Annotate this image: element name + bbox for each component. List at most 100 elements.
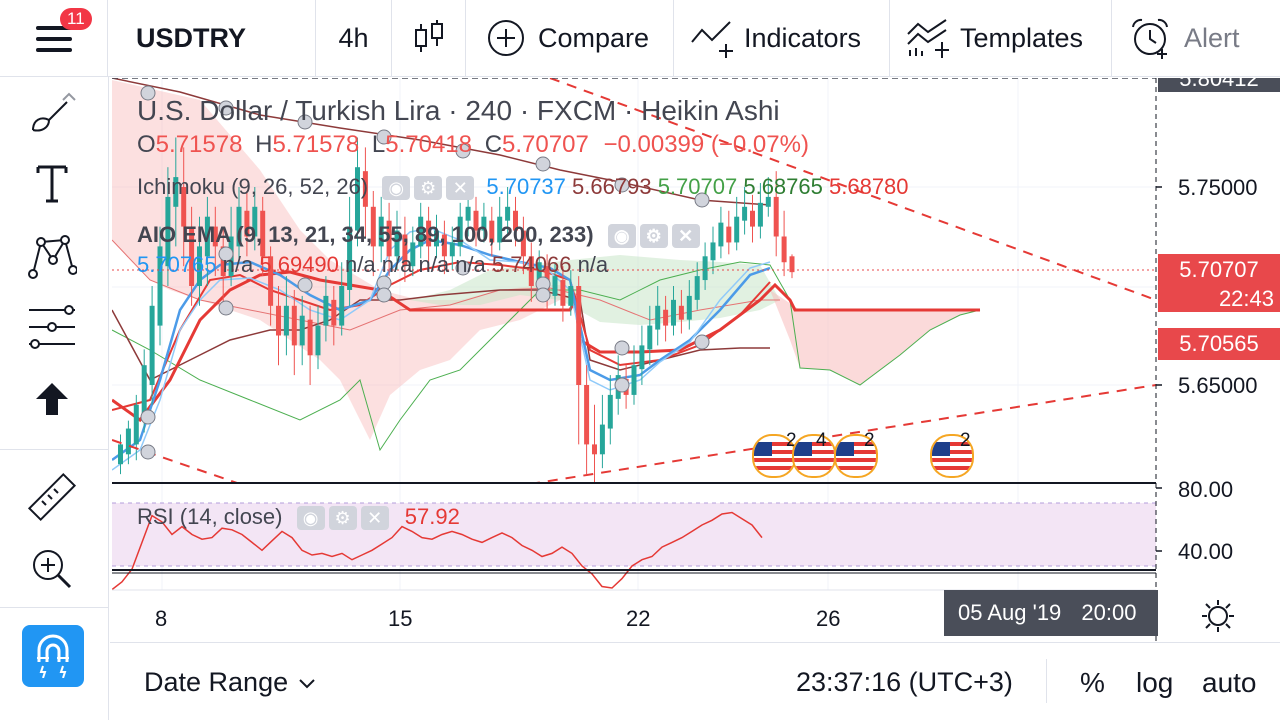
text-tool-button[interactable]: [20, 151, 84, 215]
symbol-search-button[interactable]: USDTRY: [108, 0, 316, 76]
date-range-label: Date Range: [144, 667, 289, 697]
percent-scale-toggle[interactable]: %: [1080, 667, 1105, 698]
candle: [347, 226, 353, 290]
candle: [647, 325, 653, 350]
menu-button[interactable]: 11: [0, 0, 108, 76]
interval-label: 4h: [338, 22, 369, 53]
auto-scale-toggle[interactable]: auto: [1202, 667, 1257, 698]
us-flag-icon[interactable]: [930, 434, 974, 478]
gear-icon[interactable]: ⚙: [414, 176, 443, 201]
pattern-tool-button[interactable]: [20, 223, 84, 287]
ohlc-legend: O5.71578 H5.71578 L5.70418 C5.70707 −0.0…: [137, 131, 809, 159]
bar-countdown: 22:43: [1218, 286, 1274, 311]
ema-red-slow: [112, 270, 980, 423]
low-label: L: [371, 131, 386, 158]
close-icon[interactable]: ✕: [360, 506, 389, 531]
scroll-up-button[interactable]: [20, 367, 84, 431]
alert-label: Alert: [1184, 22, 1240, 53]
ema-price-label: 5.70565: [1158, 328, 1280, 360]
candle: [339, 286, 345, 326]
title-interval: 240: [465, 95, 513, 126]
gear-icon[interactable]: ⚙: [639, 224, 668, 249]
candle: [410, 242, 416, 267]
us-flag-icon[interactable]: [792, 434, 836, 478]
candle: [718, 222, 724, 247]
close-icon[interactable]: ✕: [671, 224, 700, 249]
fib-tool-button[interactable]: [20, 295, 84, 359]
candle: [576, 286, 582, 385]
candle: [141, 365, 147, 421]
symbol-label: USDTRY: [136, 22, 247, 53]
candle: [702, 256, 708, 281]
zoom-in-button[interactable]: [20, 537, 84, 601]
rsi-tick: 80.00: [1178, 477, 1234, 502]
candle: [386, 220, 392, 257]
candle: [220, 246, 226, 277]
templates-label: Templates: [960, 22, 1084, 53]
us-flag-icon[interactable]: [752, 434, 796, 478]
crosshair-time-label: 05 Aug '19 20:00: [944, 590, 1158, 636]
rsi-value: 57.92: [404, 504, 460, 529]
candle: [734, 216, 740, 243]
ema-value: n/a: [577, 252, 609, 277]
compare-button[interactable]: Compare: [466, 0, 674, 76]
ichimoku-label: Ichimoku (9, 26, 52, 26): [137, 174, 369, 199]
chart-title[interactable]: U.S. Dollar / Turkish Lira · 240 · FXCM …: [137, 95, 780, 127]
candle: [268, 256, 274, 306]
ema-value: n/a: [455, 252, 486, 277]
eye-icon[interactable]: ◉: [296, 506, 325, 531]
log-scale-toggle[interactable]: log: [1136, 667, 1174, 698]
time-tick: 22: [626, 606, 651, 631]
candle: [663, 309, 669, 326]
ema-red-fast: [112, 260, 771, 411]
candle: [212, 226, 218, 247]
crosshair-date: 05 Aug '19: [958, 600, 1062, 625]
price-tick: 5.75000: [1178, 175, 1258, 200]
indicators-button[interactable]: Indicators: [674, 0, 890, 76]
candle: [607, 394, 613, 429]
high-label: H: [255, 131, 273, 158]
close-icon[interactable]: ✕: [446, 176, 475, 201]
candle: [157, 246, 163, 326]
candle: [726, 226, 732, 243]
interval-button[interactable]: 4h: [316, 0, 392, 76]
toolbar-divider: [0, 607, 108, 608]
candle: [355, 167, 360, 231]
eye-icon[interactable]: ◉: [607, 224, 636, 249]
candle: [370, 206, 376, 247]
rsi-legend[interactable]: RSI (14, close) ◉ ⚙ ✕ 57.92: [137, 504, 460, 531]
candle: [378, 216, 384, 247]
magnet-mode-button[interactable]: [22, 625, 84, 687]
open-value: 5.71578: [155, 131, 243, 158]
eye-icon[interactable]: ◉: [382, 176, 411, 201]
sun-settings-icon: [1202, 600, 1234, 632]
trendline-anchors[interactable]: [140, 85, 710, 460]
candle: [197, 246, 202, 286]
gear-icon[interactable]: ⚙: [328, 506, 357, 531]
bottom-bar: Date Range 23:37:16 (UTC+3) % log auto: [110, 642, 1280, 721]
price-axis-ticks: [1156, 186, 1162, 552]
time-tick: 8: [155, 606, 168, 631]
templates-button[interactable]: Templates: [890, 0, 1112, 76]
title-separator: ·: [448, 95, 458, 126]
ichimoku-future-cloud: [770, 290, 980, 385]
brush-tool-button[interactable]: [20, 83, 84, 147]
timezone-clock[interactable]: 23:37:16 (UTC+3): [796, 667, 1013, 697]
current-price-value: 5.70707: [1179, 257, 1259, 282]
candle: [307, 319, 313, 356]
date-range-button[interactable]: Date Range: [144, 667, 318, 698]
ema-legend[interactable]: AIO EMA (9, 13, 21, 34, 55, 89, 100, 200…: [137, 222, 700, 249]
candle: [742, 206, 748, 221]
notification-badge: 11: [60, 8, 92, 30]
us-flag-icon[interactable]: [834, 434, 878, 478]
title-separator: ·: [624, 95, 634, 126]
measure-tool-button[interactable]: [20, 465, 84, 529]
chart-settings-button[interactable]: [1200, 598, 1236, 639]
alert-button[interactable]: Alert: [1112, 0, 1280, 76]
chart-style-button[interactable]: [392, 0, 466, 76]
ema-value: 5.74066: [491, 252, 572, 277]
close-value: 5.70707: [502, 131, 589, 158]
ichimoku-legend[interactable]: Ichimoku (9, 26, 52, 26) ◉ ⚙ ✕ 5.70737 5.6…: [137, 174, 909, 201]
candle: [552, 276, 558, 296]
